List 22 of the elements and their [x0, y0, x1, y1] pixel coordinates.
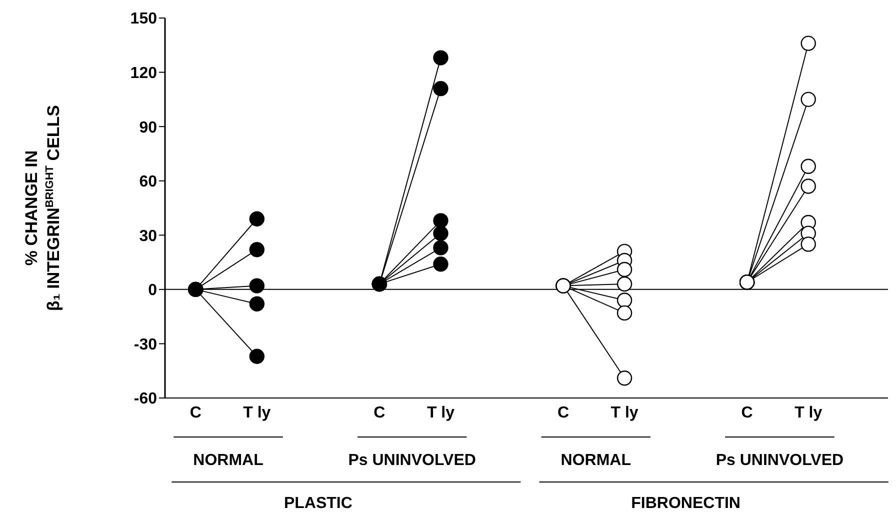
x-tick-label: C — [557, 404, 570, 422]
x-tick-label: T ly — [243, 404, 271, 422]
x-tick-label: C — [741, 404, 754, 422]
x-tick-label: T ly — [426, 404, 455, 422]
x-tick-label: T ly — [610, 404, 638, 422]
text: FIBRONECTIN — [631, 495, 740, 512]
text: Ps UNINVOLVED — [716, 452, 844, 469]
y-tick-label: 60 — [139, 174, 158, 191]
x-tick-label: C — [374, 404, 386, 422]
y-tick-label: 120 — [130, 64, 158, 82]
y-tick-label: -60 — [134, 390, 158, 408]
y-tick-label: 150 — [130, 10, 158, 28]
text: NORMAL — [560, 452, 632, 469]
text: NORMAL — [193, 452, 264, 469]
x-tick-label: C — [190, 404, 202, 422]
y-tick-label: 90 — [139, 119, 158, 136]
text: PLASTIC — [284, 495, 353, 512]
y-tick-label: 30 — [139, 228, 158, 245]
y-tick-label: -30 — [134, 336, 158, 354]
x-tick-label: T ly — [794, 404, 822, 422]
y-tick-label: 0 — [148, 282, 158, 300]
text: Ps UNINVOLVED — [348, 452, 476, 469]
